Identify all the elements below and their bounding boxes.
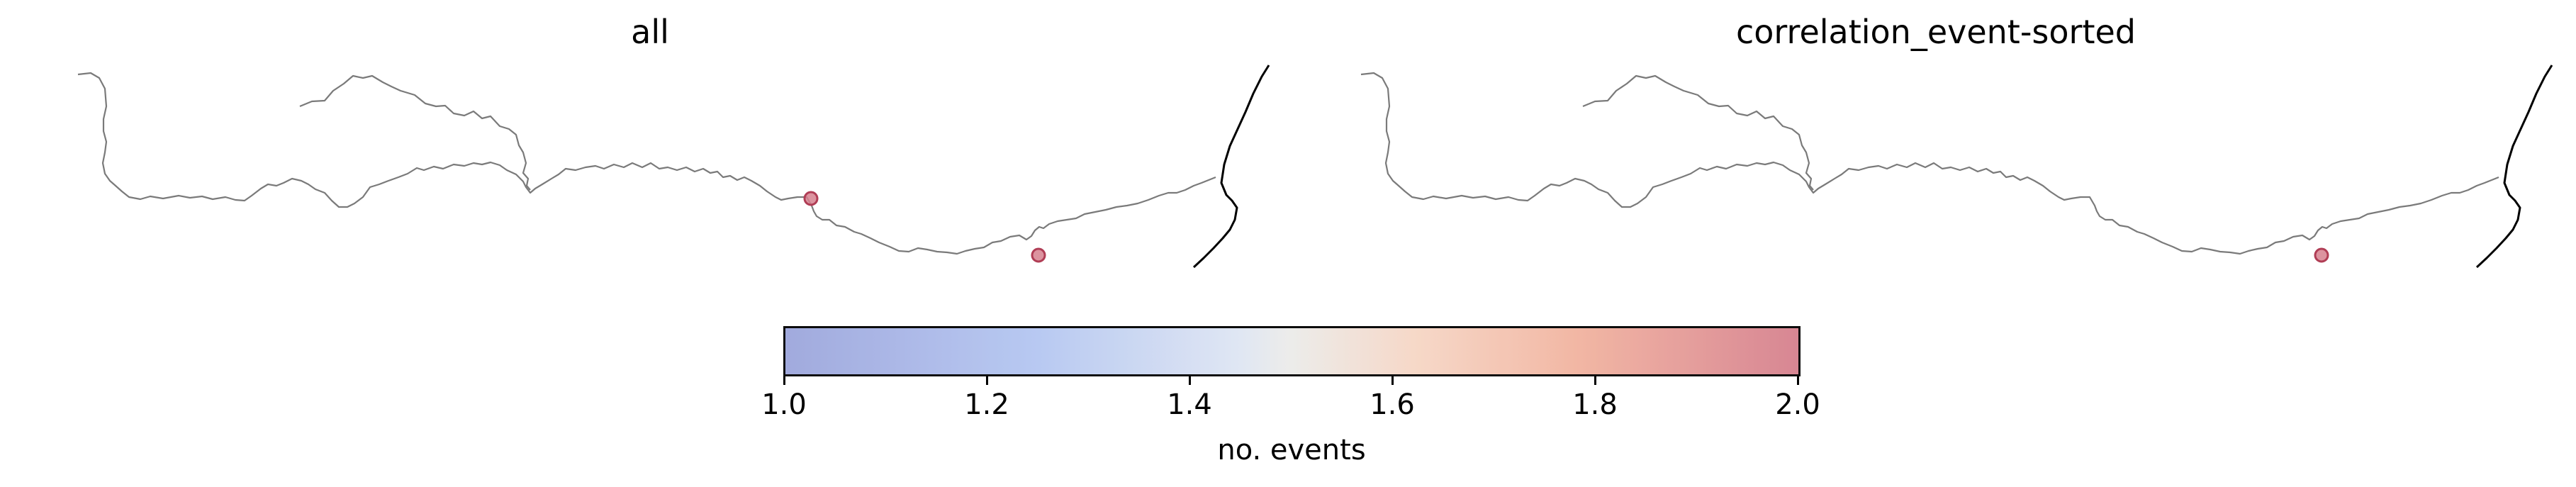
colorbar-tick-label: 1.4 xyxy=(1167,388,1212,421)
colorbar-tick-label: 1.8 xyxy=(1572,388,1618,421)
colorbar-tick-label: 1.6 xyxy=(1370,388,1415,421)
colorbar-tick-label: 1.2 xyxy=(964,388,1009,421)
station-marker[interactable] xyxy=(2314,247,2329,263)
colorbar xyxy=(783,326,1801,376)
colorbar-tick-label: 2.0 xyxy=(1775,388,1820,421)
station-marker[interactable] xyxy=(803,191,819,206)
colorbar-tick xyxy=(1391,376,1394,385)
panel-title-correlation: correlation_event-sorted xyxy=(1736,13,2136,51)
river-upper-branch xyxy=(1582,74,1814,191)
colorbar-tick xyxy=(1594,376,1596,385)
colorbar-label: no. events xyxy=(1217,434,1366,466)
colorbar-tick xyxy=(1797,376,1799,385)
river-upper-branch xyxy=(299,74,531,191)
colorbar-tick xyxy=(783,376,785,385)
coastline xyxy=(2475,65,2553,269)
colorbar-tick xyxy=(986,376,988,385)
river-main-channel xyxy=(1360,72,2499,255)
colorbar-tick-label: 1.0 xyxy=(761,388,807,421)
colorbar-tick xyxy=(1189,376,1191,385)
station-marker[interactable] xyxy=(1031,247,1046,263)
map-panel-all xyxy=(77,65,1270,269)
panel-title-all: all xyxy=(631,13,669,51)
map-panel-correlation xyxy=(1360,65,2553,269)
coastline xyxy=(1192,65,1270,269)
river-main-channel xyxy=(77,72,1216,255)
